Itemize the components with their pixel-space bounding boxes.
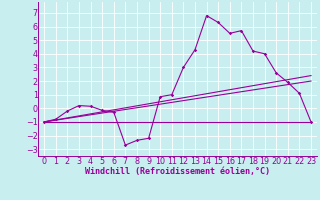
X-axis label: Windchill (Refroidissement éolien,°C): Windchill (Refroidissement éolien,°C) [85, 167, 270, 176]
